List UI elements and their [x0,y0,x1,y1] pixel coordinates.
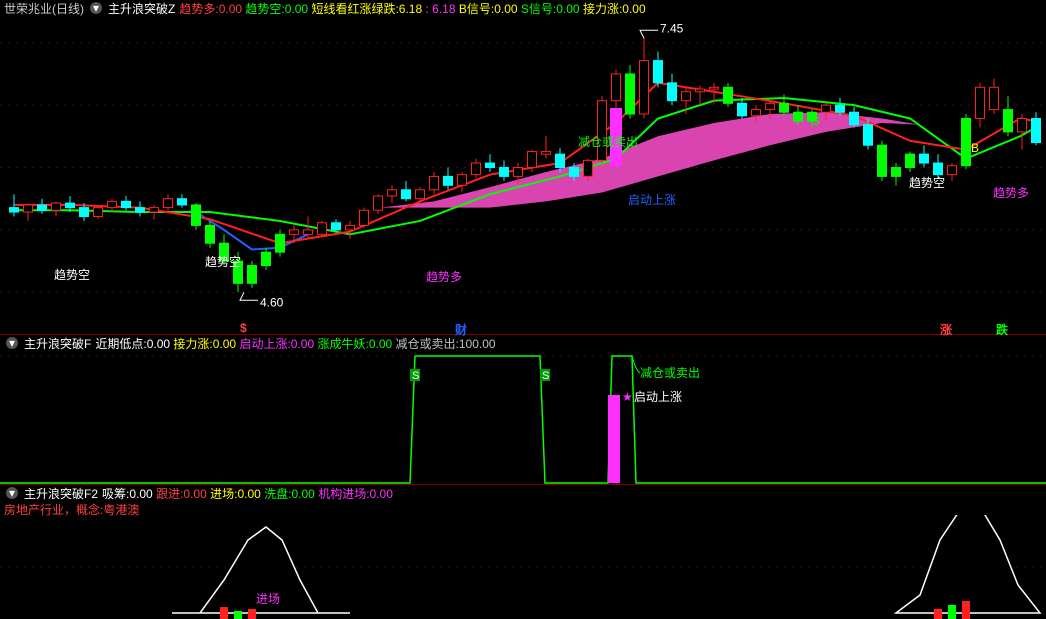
collapse-icon[interactable]: ▾ [90,2,102,14]
main-indicator-name: 主升浪突破Z [108,0,175,17]
sub2-header: ▾ 主升浪突破F2 吸筹:0.00 跟进:0.00 进场:0.00 洗盘:0.0… [0,485,1046,501]
sub2-indicator-name: 主升浪突破F2 [24,485,98,502]
svg-text:★: ★ [622,390,633,404]
svg-text:7.45: 7.45 [660,21,684,35]
sub1-header: ▾ 主升浪突破F 近期低点:0.00 接力涨:0.00 启动上涨:0.00 涨成… [0,335,1046,351]
main-chart-header: 世荣兆业(日线) ▾ 主升浪突破Z 趋势多:0.00 趋势空:0.00 短线看红… [0,0,1046,16]
main-indicator-values: 趋势多:0.00 趋势空:0.00 短线看红涨绿跌:6.18 : 6.18 B信… [179,0,645,17]
svg-text:S: S [412,370,419,382]
svg-text:4.60: 4.60 [260,295,284,309]
svg-text:进场: 进场 [256,592,280,606]
sub1-indicator-values: 近期低点:0.00 接力涨:0.00 启动上涨:0.00 涨成牛妖:0.00 减… [95,335,495,352]
stock-title: 世荣兆业(日线) [4,0,84,17]
collapse-icon[interactable]: ▾ [6,487,18,499]
main-chart-canvas[interactable]: 7.454.60趋势空趋势空趋势多减仓或卖出启动上涨趋势空趋势多SB$财涨跌 [0,16,1046,335]
sub1-canvas[interactable]: S S 减仓或卖出 ★启动上涨 [0,351,1046,485]
svg-text:S: S [542,370,549,382]
svg-text:启动上涨: 启动上涨 [634,389,682,404]
svg-text:减仓或卖出: 减仓或卖出 [640,366,700,380]
sub-indicator-panel-2: ▾ 主升浪突破F2 吸筹:0.00 跟进:0.00 进场:0.00 洗盘:0.0… [0,485,1046,619]
sub-indicator-panel-1: ▾ 主升浪突破F 近期低点:0.00 接力涨:0.00 启动上涨:0.00 涨成… [0,335,1046,485]
sub1-indicator-name: 主升浪突破F [24,335,91,352]
sector-info: 房地产行业，概念:粤港澳 [0,501,1046,515]
main-chart-panel: 世荣兆业(日线) ▾ 主升浪突破Z 趋势多:0.00 趋势空:0.00 短线看红… [0,0,1046,335]
collapse-icon[interactable]: ▾ [6,337,18,349]
sub2-canvas[interactable]: 进场 [0,515,1046,619]
sub2-indicator-values: 吸筹:0.00 跟进:0.00 进场:0.00 洗盘:0.00 机构进场:0.0… [102,485,393,502]
